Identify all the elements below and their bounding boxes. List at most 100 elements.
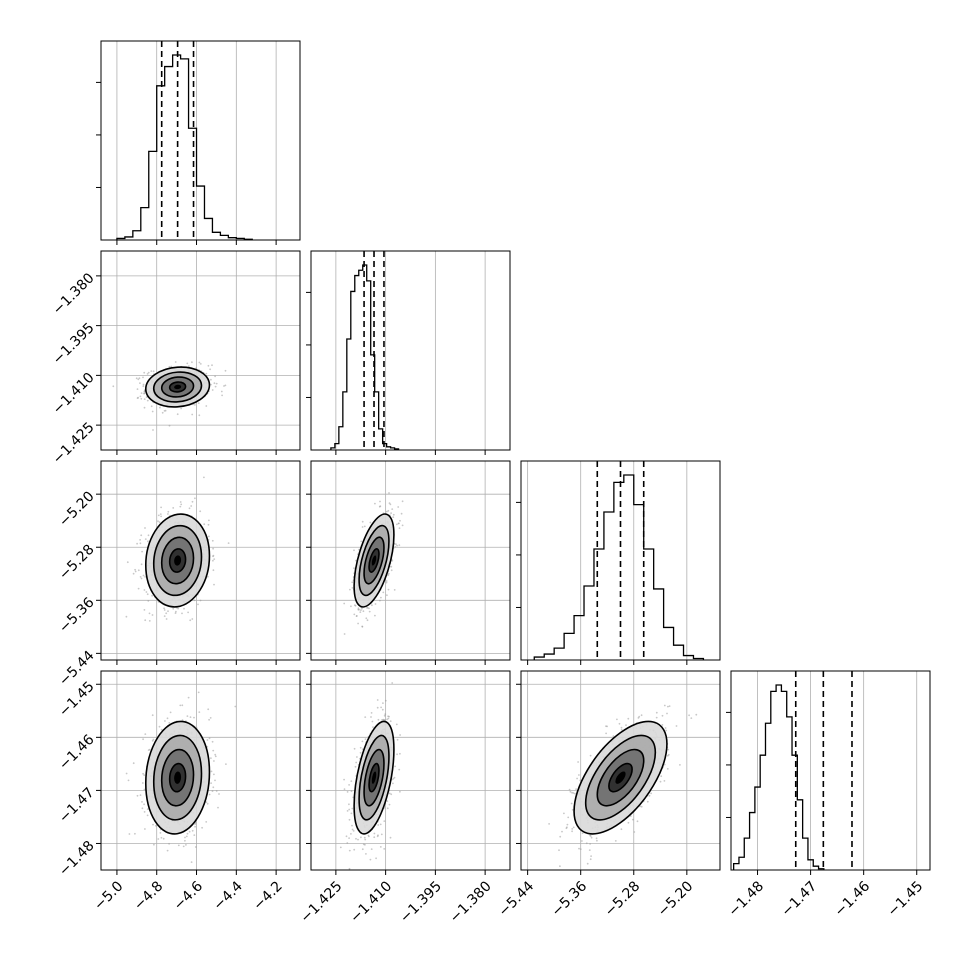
scatter-point <box>379 846 382 848</box>
scatter-point <box>595 837 598 840</box>
scatter-point <box>206 802 209 805</box>
scatter-point <box>158 725 161 728</box>
scatter-point <box>391 508 394 510</box>
scatter-point <box>215 790 218 792</box>
scatter-point <box>665 729 667 732</box>
contour-line <box>359 512 389 608</box>
scatter-point <box>167 513 169 515</box>
scatter-point <box>388 502 391 504</box>
x-tick-label: −1.395 <box>397 878 445 926</box>
scatter-point <box>187 611 190 614</box>
panel-frame <box>520 460 721 661</box>
scatter-point <box>579 779 582 782</box>
scatter-point <box>138 377 141 380</box>
scatter-point <box>661 724 664 726</box>
y-tick-label: −5.44 <box>56 648 98 690</box>
scatter-point <box>142 385 145 388</box>
scatter-point <box>370 848 373 850</box>
scatter-point <box>675 725 678 727</box>
scatter-point <box>648 794 651 797</box>
scatter-point <box>343 788 346 790</box>
scatter-point <box>563 812 565 815</box>
x-tick-label: −5.36 <box>549 878 591 920</box>
scatter-point <box>382 702 384 704</box>
scatter-point <box>379 823 382 826</box>
scatter-point <box>380 596 382 599</box>
scatter-point <box>390 793 393 796</box>
scatter-point <box>380 833 383 836</box>
scatter-point <box>205 801 208 803</box>
scatter-point <box>606 725 608 728</box>
scatter-point <box>151 614 154 616</box>
scatter-point <box>212 749 215 752</box>
scatter-point <box>145 591 148 593</box>
scatter-point <box>164 720 166 722</box>
scatter-point <box>179 501 182 503</box>
scatter-point <box>174 361 177 363</box>
scatter-point <box>387 509 390 512</box>
scatter-point <box>155 824 157 827</box>
scatter-point <box>363 836 366 839</box>
density-peak <box>174 384 182 390</box>
scatter-point <box>589 834 591 837</box>
panel-grid <box>527 461 688 660</box>
contour-line <box>154 731 202 823</box>
scatter-point <box>590 855 592 857</box>
scatter-point <box>158 521 161 524</box>
scatter-point <box>390 512 392 514</box>
scatter-point <box>143 609 146 611</box>
scatter-point <box>168 722 171 724</box>
scatter-point <box>189 716 192 718</box>
scatter-point <box>566 826 568 829</box>
y-tick-label: −5.36 <box>56 595 98 637</box>
scatter-point <box>170 365 173 368</box>
scatter-point <box>212 554 215 557</box>
scatter-point <box>142 383 145 386</box>
scatter-point <box>339 846 342 849</box>
scatter-point <box>388 803 391 806</box>
scatter-point <box>388 792 391 795</box>
scatter-point <box>572 792 575 794</box>
panel-grid <box>311 461 510 660</box>
scatter-point <box>395 723 398 726</box>
x-tick-label: −1.48 <box>725 878 767 920</box>
scatter-point <box>397 506 400 508</box>
scatter-point <box>386 800 389 802</box>
contour-line <box>146 365 210 409</box>
scatter-point <box>172 507 175 509</box>
scatter-point <box>177 607 180 610</box>
scatter-point <box>360 609 362 611</box>
y-tick-label: −1.395 <box>50 320 98 368</box>
scatter-point <box>357 838 359 841</box>
scatter-point <box>399 519 401 522</box>
scatter-point <box>207 575 209 578</box>
scatter-point <box>559 865 561 868</box>
scatter-point <box>143 803 146 806</box>
contour-line <box>354 496 394 625</box>
scatter-point <box>383 820 386 822</box>
scatter-point <box>213 760 215 762</box>
scatter-point <box>127 779 130 782</box>
scatter-point <box>368 835 370 838</box>
scatter-point <box>667 753 670 756</box>
scatter-point <box>194 825 197 828</box>
scatter-point <box>385 510 388 513</box>
x-tick-label: −5.20 <box>655 878 697 920</box>
scatter-point <box>195 367 198 369</box>
scatter-point <box>152 370 155 373</box>
scatter-point <box>387 588 390 591</box>
contour-line <box>364 528 384 592</box>
scatter-point <box>166 849 169 852</box>
scatter-point <box>348 784 350 786</box>
scatter-point <box>346 810 349 812</box>
scatter-point <box>218 793 220 795</box>
scatter-point <box>371 604 373 607</box>
scatter-point <box>384 713 387 715</box>
scatter-point <box>383 848 386 850</box>
scatter-point <box>211 539 214 542</box>
panel-grid <box>757 671 918 870</box>
scatter-point <box>352 830 355 832</box>
scatter-point <box>193 716 195 719</box>
scatter-point <box>186 362 189 365</box>
